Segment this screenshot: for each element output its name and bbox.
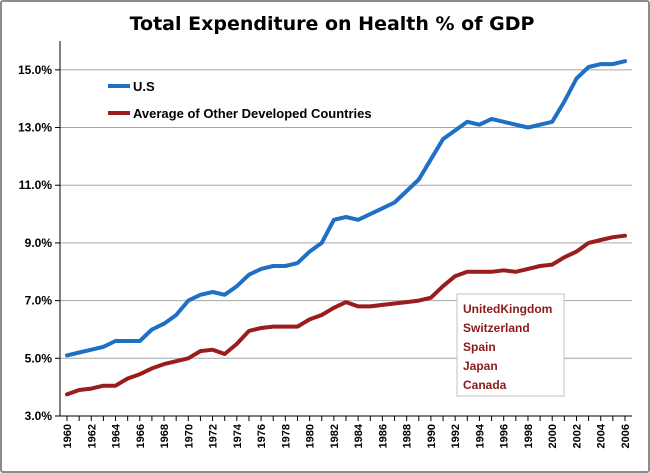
legend-label: Average of Other Developed Countries <box>133 106 372 121</box>
legend: U.S Average of Other Developed Countries <box>108 79 372 121</box>
x-tick-label: 2000 <box>547 424 559 448</box>
country-label: Switzerland <box>463 321 530 335</box>
x-tick-label: 1978 <box>280 424 292 448</box>
y-tick-label: 15.0% <box>18 63 52 77</box>
x-tick-label: 2002 <box>571 424 583 448</box>
y-tick-label: 11.0% <box>19 178 53 192</box>
x-tick-label: 1976 <box>256 424 268 448</box>
y-tick-label: 13.0% <box>18 121 52 135</box>
country-box-border <box>456 293 565 397</box>
x-tick-label: 1962 <box>86 424 98 448</box>
x-tick-label: 2004 <box>596 423 608 448</box>
x-tick-label: 1996 <box>499 424 511 448</box>
x-tick-label: 2006 <box>620 424 632 448</box>
country-list-box: UnitedKingdom Switzerland Spain Japan Canada <box>456 293 565 397</box>
x-tick-label: 1992 <box>450 424 462 448</box>
x-tick-label: 1998 <box>523 424 535 448</box>
country-label: Spain <box>463 340 496 354</box>
y-axis-ticks: 3.0% 5.0% 7.0% 9.0% 11.0% 13.0% 15.0% <box>18 63 60 423</box>
series-line-0 <box>65 59 627 358</box>
legend-label: U.S <box>133 79 155 94</box>
x-tick-label: 1968 <box>159 424 171 448</box>
x-tick-label: 1988 <box>402 424 414 448</box>
series-line-1 <box>65 233 627 397</box>
x-tick-label: 1970 <box>183 424 195 448</box>
x-tick-label: 1982 <box>329 424 341 448</box>
series-lines <box>65 59 627 397</box>
x-tick-label: 1980 <box>305 424 317 448</box>
x-axis-ticks: 1960 1962 1964 1966 1968 1970 1972 1974 1976 1978… <box>62 416 632 448</box>
x-tick-label: 1994 <box>474 423 486 448</box>
y-tick-label: 7.0% <box>25 294 53 308</box>
chart-title: Total Expenditure on Health % of GDP <box>130 13 535 35</box>
x-tick-label: 1966 <box>135 424 147 448</box>
y-tick-label: 5.0% <box>25 351 53 365</box>
y-tick-label: 9.0% <box>25 236 53 250</box>
x-tick-label: 1990 <box>426 424 438 448</box>
country-label: Japan <box>463 359 498 373</box>
country-label: UnitedKingdom <box>463 302 552 316</box>
x-tick-label: 1986 <box>377 424 389 448</box>
country-label: Canada <box>463 378 507 392</box>
axes <box>59 41 632 417</box>
x-tick-label: 1974 <box>232 423 244 448</box>
x-tick-label: 1964 <box>111 423 123 448</box>
x-tick-label: 1960 <box>62 424 74 448</box>
y-tick-label: 3.0% <box>25 409 53 423</box>
x-tick-label: 1984 <box>353 423 365 448</box>
x-tick-label: 1972 <box>208 424 220 448</box>
